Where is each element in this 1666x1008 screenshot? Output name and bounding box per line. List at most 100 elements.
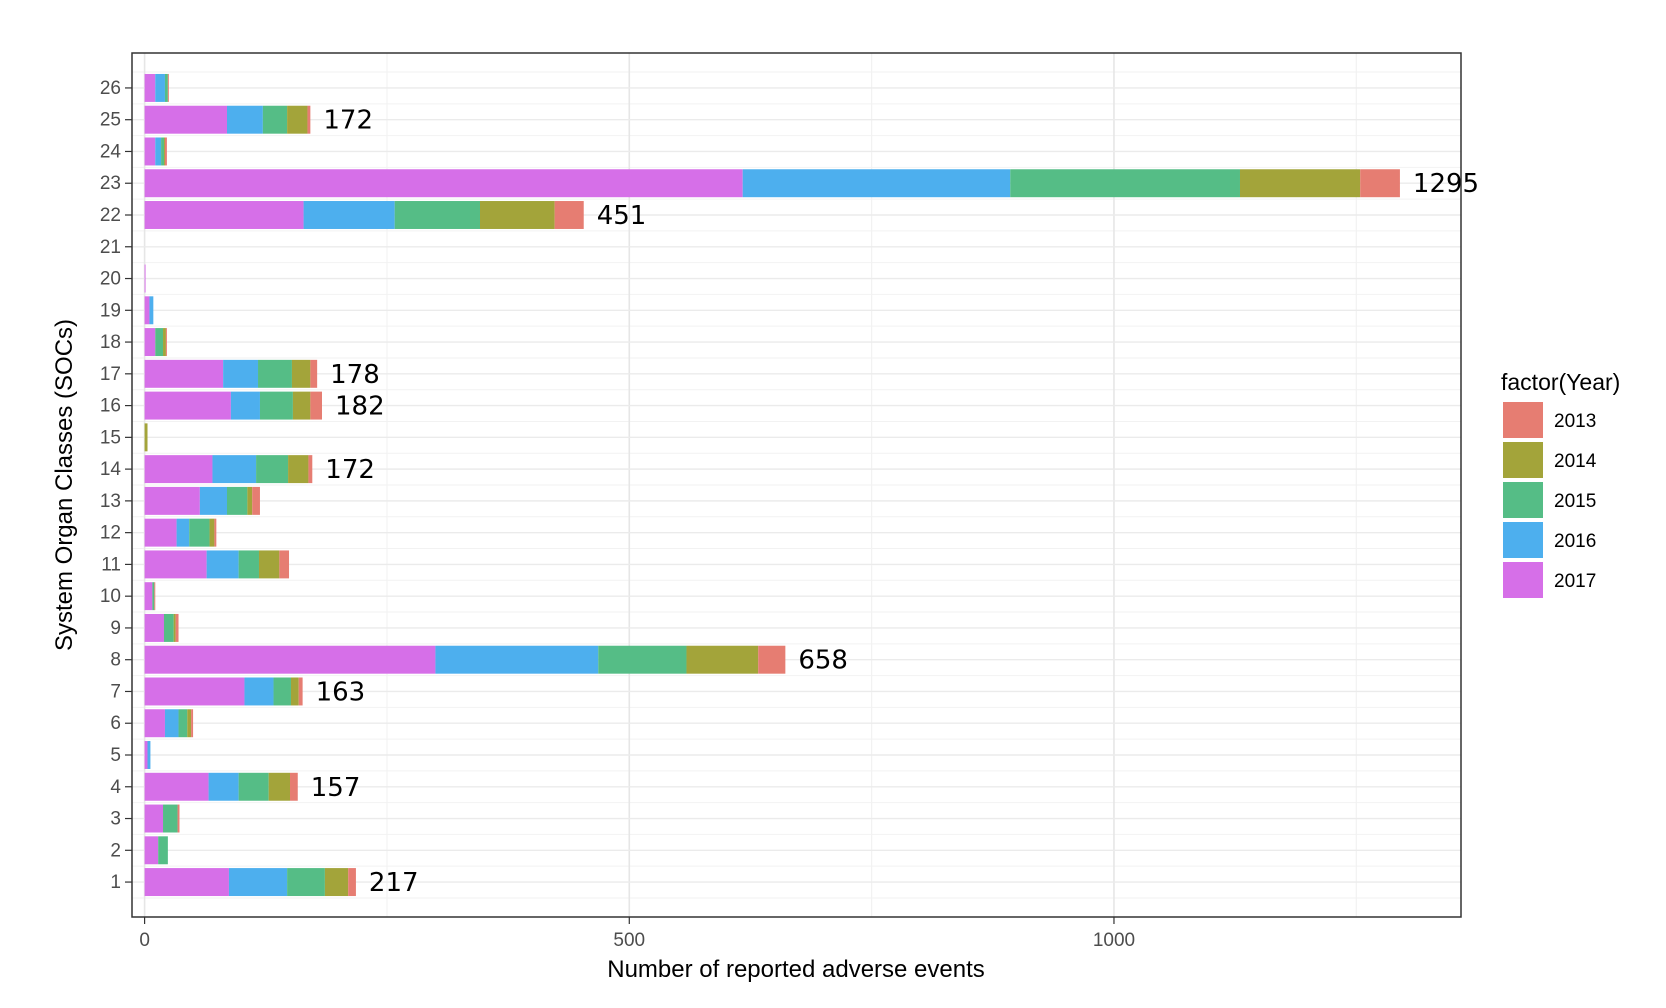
bar-segment [144, 645, 436, 674]
y-tick-label: 1 [110, 872, 121, 893]
bar-segment [256, 455, 289, 484]
bar-segment [144, 264, 146, 293]
bar-segment [152, 582, 155, 611]
bar-segment [238, 772, 269, 801]
bar-total-label: 172 [325, 455, 375, 485]
legend-label: 2013 [1554, 411, 1596, 432]
bars [144, 73, 1400, 897]
bar-segment [348, 868, 356, 897]
bar-segment [167, 73, 169, 102]
bar-segment [144, 73, 156, 102]
bar-segment [147, 741, 151, 769]
bar-segment [287, 105, 308, 134]
bar-segment [226, 486, 248, 515]
legend-label: 2016 [1554, 531, 1596, 552]
y-tick-label: 3 [110, 809, 121, 830]
bar-total-label: 1295 [1413, 169, 1479, 199]
bar-segment [155, 328, 164, 357]
bar-segment [191, 709, 194, 738]
bar-segment [258, 550, 280, 579]
bar-segment [1360, 169, 1400, 198]
bar-segment [268, 772, 291, 801]
bar-segment [598, 645, 687, 674]
bar-segment [163, 804, 178, 833]
bar-total-label: 172 [323, 106, 373, 136]
y-tick-label: 20 [100, 269, 121, 290]
bar-segment [209, 518, 215, 547]
bar-segment [163, 137, 165, 166]
bar-segment [206, 550, 239, 579]
legend-title: factor(Year) [1501, 369, 1620, 395]
y-tick-label: 18 [100, 332, 121, 353]
bar-segment [226, 105, 263, 134]
bar-segment [324, 868, 349, 897]
bar-segment [686, 645, 759, 674]
bar-segment [259, 391, 293, 420]
bar-segment [273, 677, 291, 706]
bar-segment [144, 709, 165, 738]
bar-segment [144, 613, 164, 642]
bar-segment [310, 359, 318, 388]
bar-segment [208, 772, 239, 801]
y-tick-label: 24 [100, 141, 122, 162]
bar-total-label: 178 [330, 360, 380, 390]
bar-segment [149, 296, 154, 325]
bar-segment [252, 486, 260, 515]
bar-segment [394, 201, 481, 229]
y-axis-ticks: 1234567891011121314151617181920212223242… [100, 78, 132, 893]
y-tick-label: 5 [110, 745, 121, 766]
bar-segment [290, 772, 298, 801]
bar-segment [158, 836, 168, 865]
bar-segment [292, 391, 311, 420]
bar-segment [144, 105, 227, 134]
bar-segment [287, 868, 325, 897]
bar-segment [164, 137, 167, 166]
bar-segment [177, 804, 180, 833]
bar-segment [144, 868, 229, 897]
y-tick-label: 11 [101, 554, 121, 575]
bar-segment [223, 359, 259, 388]
bar-segment [187, 709, 192, 738]
bar-segment [228, 868, 288, 897]
bar-total-label: 182 [335, 392, 385, 422]
bar-segment [163, 328, 166, 357]
legend-label: 2017 [1554, 571, 1596, 592]
bar-segment [212, 455, 257, 484]
bar-segment [175, 613, 179, 642]
y-tick-label: 14 [100, 459, 122, 480]
y-tick-label: 13 [100, 491, 121, 512]
y-tick-label: 15 [100, 427, 121, 448]
legend-swatch [1503, 522, 1543, 558]
y-tick-label: 10 [100, 586, 121, 607]
bar-segment [165, 328, 167, 357]
bar-segment [144, 582, 153, 611]
y-tick-label: 9 [110, 618, 121, 639]
bar-segment [189, 518, 210, 547]
bar-segment [758, 645, 786, 674]
bar-total-label: 163 [316, 677, 366, 707]
bar-segment [155, 137, 162, 166]
bar-segment [161, 137, 164, 166]
legend-swatch [1503, 562, 1543, 598]
bar-segment [298, 677, 303, 706]
y-tick-label: 2 [110, 840, 121, 861]
bar-segment [480, 201, 555, 229]
bar-segment [144, 741, 148, 769]
bar-segment [164, 709, 179, 738]
y-tick-label: 6 [110, 713, 121, 734]
legend-swatch [1503, 442, 1543, 478]
y-tick-label: 17 [100, 364, 121, 385]
x-tick-label: 1000 [1093, 930, 1135, 951]
bar-segment [144, 423, 148, 452]
y-tick-label: 8 [110, 650, 121, 671]
bar-segment [199, 486, 227, 515]
legend-label: 2014 [1554, 451, 1597, 472]
bar-segment [144, 296, 150, 325]
bar-segment [238, 550, 259, 579]
bar-segment [290, 677, 299, 706]
bar-segment [258, 359, 292, 388]
bar-segment [164, 73, 168, 102]
bar-total-label: 157 [311, 773, 361, 803]
